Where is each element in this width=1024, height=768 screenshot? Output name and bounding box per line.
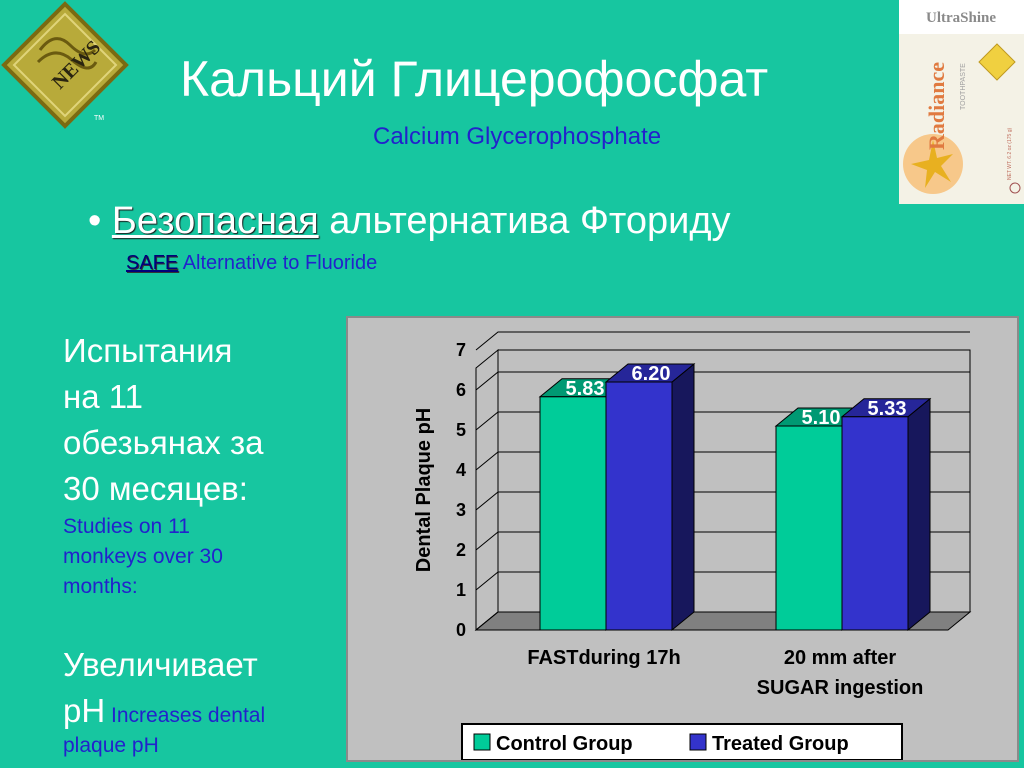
study-ru-line: на 11 [63, 378, 144, 415]
increases-en: Increases dental plaque pH [63, 704, 266, 757]
bullet-ru-rest: альтернатива Фториду [318, 200, 731, 242]
legend-swatch-control [473, 733, 491, 751]
y-tick-label: 4 [456, 460, 466, 480]
legend-label-treated: Treated Group [712, 733, 849, 755]
toothpaste-box-image: UltraShine Radiance TOOTHPASTE NET WT. 6… [899, 0, 1024, 204]
product-brand: UltraShine [926, 10, 996, 26]
bullet-en-rest: Alternative to Fluoride [178, 252, 378, 274]
product-name: Radiance [924, 62, 949, 150]
bullet-marker: • [88, 200, 102, 242]
news-logo: NEWS TM [0, 0, 130, 130]
bar [775, 425, 843, 631]
slide-subtitle: Calcium Glycerophosphate [373, 123, 662, 150]
study-en-line: Studies on 11 [63, 515, 190, 538]
x-category-label: SUGAR ingestion [757, 677, 924, 699]
y-axis-label: Dental Plaque pH [413, 408, 435, 572]
data-label: 5.33 [868, 398, 907, 420]
y-tick-label: 0 [456, 620, 466, 640]
study-description: Испытания на 11 обезьянах за 30 месяцев:… [63, 328, 333, 758]
gridline [475, 331, 970, 351]
x-category-label: 20 mm after [784, 647, 896, 669]
legend-label-control: Control Group [496, 733, 633, 755]
bullet-translation: SAFE Alternative to Fluoride [126, 252, 377, 275]
y-tick-label: 7 [456, 340, 466, 360]
legend-swatch-treated [689, 733, 707, 751]
increases-ru-ph: pH [63, 692, 106, 729]
data-label: 6.20 [632, 363, 671, 385]
chart-side-wall [475, 348, 499, 632]
study-en-line: months: [63, 575, 138, 598]
slide-title: Кальций Глицерофосфат [180, 51, 769, 107]
bar-side [671, 362, 695, 632]
data-label: 5.83 [566, 378, 605, 400]
bullet-en-underlined: SAFE [126, 252, 179, 274]
bar [841, 416, 909, 631]
legend-box [461, 723, 903, 760]
y-tick-label: 1 [456, 580, 466, 600]
data-label: 5.10 [802, 407, 841, 429]
gridline [475, 371, 970, 391]
increases-row: pH Increases dental plaque pH [63, 688, 333, 758]
bar-chart: 0 1 2 3 4 5 6 7 5.83 5.10 6.20 5.33 FASTduring 17h 20… [413, 331, 972, 760]
bar-side [907, 397, 931, 632]
bullet-ru-underlined: Безопасная [111, 200, 319, 242]
bar [539, 396, 607, 631]
product-net: NET WT. 6.2 oz (175 g) [1007, 128, 1013, 180]
y-tick-label: 2 [456, 540, 466, 560]
study-ru-line: 30 месяцев: [63, 470, 248, 507]
study-en-line: monkeys over 30 [63, 545, 223, 568]
y-tick-label: 3 [456, 500, 466, 520]
study-ru-line: Испытания [63, 332, 233, 369]
increases-ru-line: Увеличивает [63, 646, 258, 683]
y-tick-label: 5 [456, 420, 466, 440]
logo-tm: TM [94, 115, 104, 122]
bar [605, 381, 673, 631]
y-tick-label: 6 [456, 380, 466, 400]
chart-panel: 0 1 2 3 4 5 6 7 5.83 5.10 6.20 5.33 FASTduring 17h 20… [346, 316, 1019, 762]
bullet-point: • Безопасная альтернатива Фториду [88, 200, 731, 243]
study-ru-line: обезьянах за [63, 424, 264, 461]
x-category-label: FASTduring 17h [527, 647, 680, 669]
product-type: TOOTHPASTE [960, 63, 967, 110]
